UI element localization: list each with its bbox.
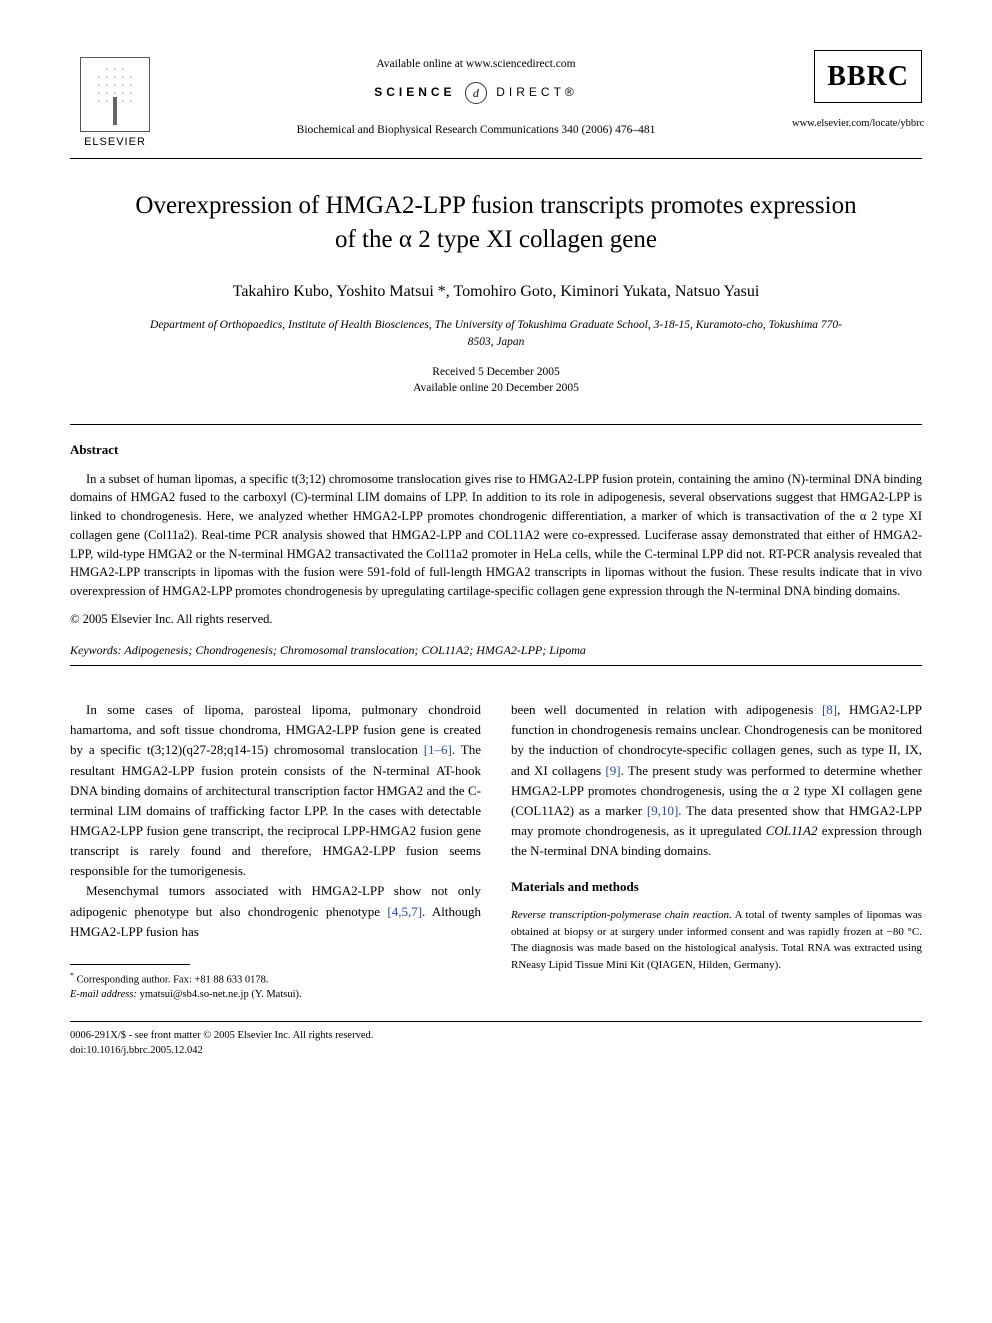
footer-rule [70,1021,922,1022]
citation-8[interactable]: [8] [822,702,837,717]
abstract-top-rule [70,424,922,425]
locate-url: www.elsevier.com/locate/ybbrc [792,117,922,132]
email-label: E-mail address: [70,989,137,1000]
body-columns: In some cases of lipoma, parosteal lipom… [70,700,922,1003]
citation-1-6[interactable]: [1–6] [424,742,452,757]
p1-text-b: . The resultant HMGA2-LPP fusion protein… [70,742,481,878]
left-column: In some cases of lipoma, parosteal lipom… [70,700,481,1003]
bbrc-box: BBRC www.elsevier.com/locate/ybbrc [792,50,922,132]
abstract-heading: Abstract [70,441,922,459]
rp1-a: been well documented in relation with ad… [511,702,822,717]
bbrc-logo: BBRC [814,50,922,103]
abstract-copyright: © 2005 Elsevier Inc. All rights reserved… [70,611,922,629]
footer-doi: doi:10.1016/j.bbrc.2005.12.042 [70,1043,922,1058]
available-online-line: Available online at www.sciencedirect.co… [160,56,792,72]
mm-run-in: Reverse transcription-polymerase chain r… [511,909,732,921]
elsevier-logo: ELSEVIER [70,50,160,150]
materials-methods-heading: Materials and methods [511,877,922,897]
journal-header: ELSEVIER Available online at www.science… [70,50,922,150]
header-rule [70,158,922,159]
journal-reference: Biochemical and Biophysical Research Com… [160,122,792,138]
abstract-text: In a subset of human lipomas, a specific… [70,470,922,601]
affiliation: Department of Orthopaedics, Institute of… [140,317,852,350]
citation-9-10[interactable]: [9,10] [647,803,678,818]
article-dates: Received 5 December 2005 Available onlin… [70,364,922,396]
corr-email-line: E-mail address: ymatsui@sb4.so-net.ne.jp… [70,988,481,1003]
elsevier-label: ELSEVIER [84,135,146,150]
keywords-line: Keywords: Adipogenesis; Chondrogenesis; … [70,642,922,659]
materials-methods-body: Reverse transcription-polymerase chain r… [511,907,922,973]
sd-logo-right: DIRECT® [496,85,578,99]
footnote-rule [70,964,190,965]
intro-para-2: Mesenchymal tumors associated with HMGA2… [70,881,481,941]
keywords-list: Adipogenesis; Chondrogenesis; Chromosoma… [124,643,586,657]
online-date: Available online 20 December 2005 [70,380,922,396]
author-list: Takahiro Kubo, Yoshito Matsui *, Tomohir… [70,281,922,303]
corr-author-line: * Corresponding author. Fax: +81 88 633 … [70,970,481,988]
email-name: (Y. Matsui). [251,989,301,1000]
citation-9[interactable]: [9] [605,763,620,778]
received-date: Received 5 December 2005 [70,364,922,380]
intro-para-1: In some cases of lipoma, parosteal lipom… [70,700,481,881]
abstract-bottom-rule [70,665,922,666]
abstract-body: In a subset of human lipomas, a specific… [70,470,922,601]
citation-4-5-7[interactable]: [4,5,7] [387,904,422,919]
p1-text-a: In some cases of lipoma, parosteal lipom… [70,702,481,757]
sd-logo-left: SCIENCE [374,85,455,99]
intro-para-2-cont: been well documented in relation with ad… [511,700,922,861]
corresponding-footnote: * Corresponding author. Fax: +81 88 633 … [70,970,481,1003]
email-address[interactable]: ymatsui@sb4.so-net.ne.jp [140,989,249,1000]
right-column: been well documented in relation with ad… [511,700,922,1003]
keywords-label: Keywords: [70,643,122,657]
article-title: Overexpression of HMGA2-LPP fusion trans… [130,189,862,257]
corr-text: Corresponding author. Fax: +81 88 633 01… [77,974,269,985]
center-header: Available online at www.sciencedirect.co… [160,50,792,138]
sd-logo-circle-icon: d [465,82,487,104]
footer-front-matter: 0006-291X/$ - see front matter © 2005 El… [70,1028,922,1043]
sciencedirect-logo: SCIENCE d DIRECT® [160,82,792,104]
elsevier-tree-icon [80,57,150,132]
